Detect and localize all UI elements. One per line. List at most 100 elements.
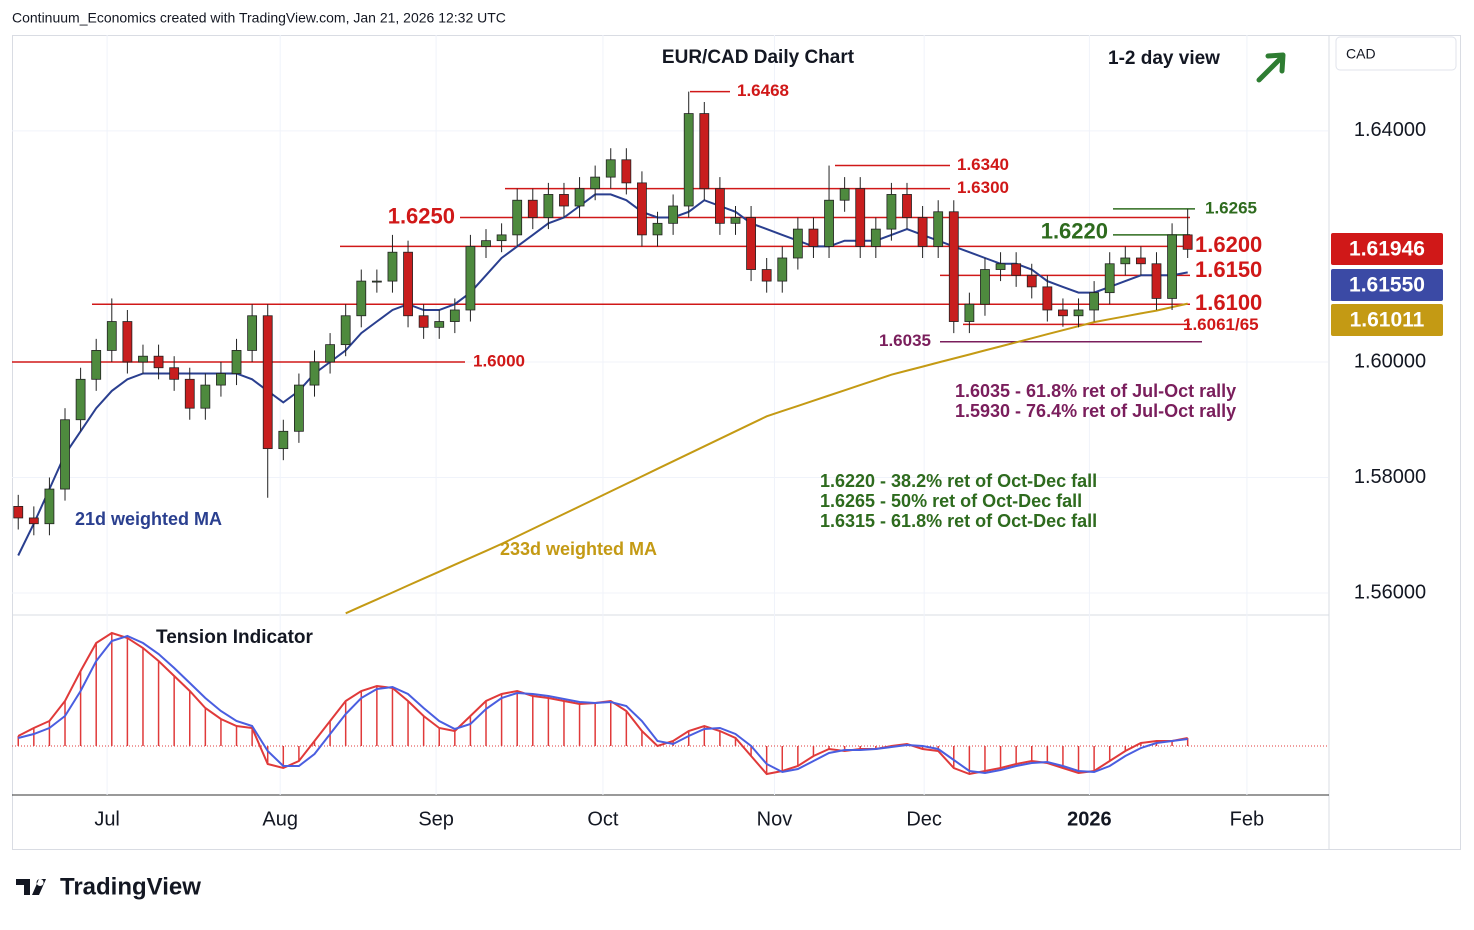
price-tag-label: 1.61011: [1350, 309, 1425, 332]
candle-body: [870, 228, 881, 247]
ma-line: [345, 302, 1188, 615]
y-tick-label: 1.64000: [1354, 119, 1426, 141]
candle-body: [28, 517, 39, 525]
candle-body: [294, 384, 304, 432]
note: 1.6035 - 61.8% ret of Jul-Oct rally: [955, 381, 1236, 401]
level-label: 1.6100: [1195, 290, 1262, 315]
candle-body: [527, 199, 538, 218]
candle-body: [730, 217, 741, 224]
price-tag: [1331, 304, 1443, 336]
x-tick-label: Sep: [418, 808, 454, 830]
x-tick-label: Aug: [262, 808, 298, 830]
x-tick-label: Jul: [94, 808, 120, 830]
candle-body: [481, 240, 491, 247]
candle-body: [902, 194, 912, 218]
level-label: 1.6250: [388, 203, 455, 228]
level-label: 1.6035: [879, 331, 931, 350]
note: 1.6265 - 50% ret of Oct-Dec fall: [820, 491, 1082, 511]
candle-body: [621, 159, 632, 184]
candle-body: [824, 199, 834, 247]
candle-body: [75, 378, 86, 421]
candle-body: [761, 269, 772, 282]
candle-body: [153, 355, 164, 369]
candle-body: [948, 211, 959, 322]
candle-body: [465, 246, 476, 311]
candle-body: [106, 321, 117, 351]
candle-body: [652, 222, 663, 236]
candle-body: [325, 344, 335, 363]
candle-body: [855, 188, 866, 247]
candle-body: [1104, 263, 1115, 294]
candle-body: [1026, 274, 1037, 288]
candle-body: [418, 315, 429, 328]
logo-icon: [16, 879, 46, 895]
level-label: 1.6468: [737, 81, 789, 100]
candle-body: [1042, 286, 1053, 311]
candle-body: [1167, 234, 1177, 299]
ma-label: 233d weighted MA: [500, 539, 657, 559]
logo-text: TradingView: [60, 873, 201, 900]
candle-body: [886, 194, 897, 230]
x-tick-label: 2026: [1067, 808, 1112, 830]
candle-body: [683, 113, 694, 207]
candle-body: [746, 217, 756, 270]
candle-body: [138, 355, 148, 363]
candle-body: [714, 188, 725, 224]
level-label: 1.6300: [957, 178, 1009, 197]
grid: [12, 35, 1328, 795]
candle-body: [1073, 309, 1084, 317]
x-tick-label: Oct: [587, 808, 619, 830]
chart-subtitle: 1-2 day view: [1108, 48, 1220, 69]
axis-label: CAD: [1346, 46, 1376, 62]
candle-body: [340, 315, 351, 346]
chart-frame: [12, 35, 1461, 850]
candle-body: [1135, 257, 1146, 265]
logo: TradingView: [16, 873, 201, 900]
candle-body: [574, 188, 585, 207]
ma-line: [17, 193, 1188, 556]
candle-body: [371, 280, 382, 283]
price-tag-label: 1.61946: [1349, 238, 1425, 261]
level-label: 1.6220: [1041, 219, 1108, 244]
candle-body: [559, 194, 569, 207]
signal-line: [17, 634, 1188, 775]
candle-body: [668, 205, 679, 224]
currency-box: [1335, 36, 1457, 71]
y-tick-label: 1.60000: [1354, 350, 1426, 372]
candle-body: [933, 211, 944, 247]
candle-body: [44, 488, 55, 525]
candle-body: [356, 280, 367, 317]
candle-body: [777, 257, 788, 282]
chart-title: EUR/CAD Daily Chart: [662, 47, 855, 68]
candle-body: [434, 321, 445, 328]
candle-body: [512, 199, 523, 236]
candle-body: [309, 361, 320, 386]
candle-body: [169, 367, 180, 380]
ma-label: 21d weighted MA: [75, 509, 222, 529]
x-tick-label: Nov: [757, 808, 793, 830]
moving-averages: [17, 193, 1188, 615]
candle-body: [262, 315, 273, 450]
candle-body: [637, 182, 647, 236]
candle-body: [200, 384, 211, 409]
candle-body: [808, 228, 819, 247]
candle-body: [231, 350, 242, 374]
y-tick-label: 1.56000: [1354, 581, 1426, 603]
candle-body: [543, 194, 554, 218]
price-tag-label: 1.61550: [1349, 274, 1425, 297]
candle-body: [605, 159, 616, 178]
candle-body: [278, 430, 289, 450]
note: 1.5930 - 76.4% ret of Jul-Oct rally: [955, 401, 1236, 421]
candle-body: [699, 113, 710, 190]
candle-body: [1120, 257, 1131, 265]
candle-body: [449, 309, 460, 322]
candle-body: [403, 251, 413, 317]
candles: [13, 91, 1193, 536]
indicator-title: Tension Indicator: [156, 627, 314, 648]
candle-body: [964, 303, 975, 322]
candle-body: [60, 419, 70, 490]
x-tick-label: Dec: [906, 808, 942, 830]
header: Continuum_Economics created with Trading…: [12, 10, 506, 26]
candle-body: [1151, 263, 1162, 299]
